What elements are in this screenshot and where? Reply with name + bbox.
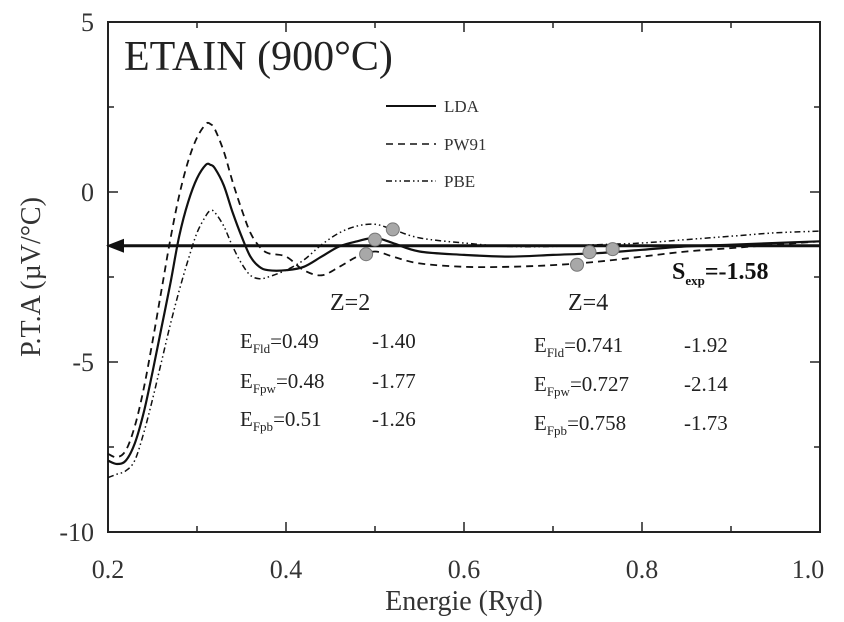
y-axis-title: P.T.A (µV/°C) xyxy=(16,197,47,357)
energy-value: =0.49 xyxy=(270,329,319,353)
x-axis-title: Energie (Ryd) xyxy=(385,586,543,617)
x-tick-label: 0.8 xyxy=(626,555,659,584)
energy-sub: Fpw xyxy=(253,381,277,396)
legend: LDA PW91 PBE xyxy=(386,97,487,191)
energy-value: =0.758 xyxy=(567,411,626,435)
energy-label: EFld=0.49 xyxy=(240,329,319,356)
data-marker xyxy=(368,232,382,247)
energy-sub: Fpb xyxy=(547,423,567,438)
x-tick-label: 1.0 xyxy=(792,555,825,584)
seebeck-value: -1.77 xyxy=(372,369,416,393)
energy-sub: Fpb xyxy=(253,419,273,434)
energy-value: =0.51 xyxy=(273,407,322,431)
energy-symbol: E xyxy=(240,407,253,431)
axis-ticks xyxy=(107,21,821,533)
sexp-value: =-1.58 xyxy=(705,259,769,285)
energy-symbol: E xyxy=(534,411,547,435)
seebeck-value: -2.14 xyxy=(684,372,728,396)
y-tick-label: 5 xyxy=(81,8,94,37)
energy-label: EFpb=0.758 xyxy=(534,411,626,438)
energy-label: EFld=0.741 xyxy=(534,333,623,360)
energy-value: =0.741 xyxy=(564,333,623,357)
seebeck-value: -1.73 xyxy=(684,411,728,435)
x-tick-label: 0.2 xyxy=(92,555,125,584)
x-tick-labels: 0.2 0.4 0.6 0.8 1.0 xyxy=(92,555,825,584)
annotation-group-z4: Z=4 EFld=0.741 -1.92 EFpw=0.727 -2.14 EF… xyxy=(534,290,728,438)
legend-label-pbe: PBE xyxy=(444,172,475,191)
series-line-lda xyxy=(107,162,821,466)
data-marker xyxy=(570,257,585,272)
marker-layer xyxy=(359,222,620,272)
reference-line-layer xyxy=(106,238,820,253)
energy-label: EFpb=0.51 xyxy=(240,407,322,434)
data-marker xyxy=(359,247,374,262)
group-heading: Z=4 xyxy=(568,290,608,316)
energy-symbol: E xyxy=(534,372,547,396)
energy-label: EFpw=0.727 xyxy=(534,372,629,399)
seebeck-value: -1.92 xyxy=(684,333,728,357)
data-marker xyxy=(582,245,597,260)
energy-symbol: E xyxy=(240,369,253,393)
energy-symbol: E xyxy=(534,333,547,357)
sexp-sub: exp xyxy=(685,273,705,288)
data-marker xyxy=(385,222,400,237)
annotation-group-z2: Z=2 EFld=0.49 -1.40 EFpw=0.48 -1.77 EFpb… xyxy=(240,290,416,434)
x-tick-label: 0.6 xyxy=(448,555,481,584)
x-tick-label: 0.4 xyxy=(270,555,303,584)
energy-value: =0.727 xyxy=(570,372,629,396)
y-tick-label: 0 xyxy=(81,178,94,207)
y-tick-label: -5 xyxy=(72,348,94,377)
y-tick-label: -10 xyxy=(59,518,94,547)
legend-label-lda: LDA xyxy=(444,97,480,116)
sexp-main: S xyxy=(672,259,685,285)
energy-sub: Fld xyxy=(547,345,565,360)
group-heading: Z=2 xyxy=(330,290,370,316)
energy-sub: Fpw xyxy=(547,384,571,399)
energy-label: EFpw=0.48 xyxy=(240,369,325,396)
y-tick-labels: 5 0 -5 -10 xyxy=(59,8,94,547)
legend-label-pw91: PW91 xyxy=(444,135,487,154)
sexp-arrowhead xyxy=(106,238,124,253)
energy-value: =0.48 xyxy=(276,369,325,393)
energy-sub: Fld xyxy=(253,341,271,356)
sexp-annotation: Sexp=-1.58 xyxy=(672,259,769,288)
seebeck-value: -1.40 xyxy=(372,329,416,353)
chart-title: ETAIN (900°C) xyxy=(124,34,393,80)
data-marker xyxy=(605,242,620,257)
seebeck-value: -1.26 xyxy=(372,407,416,431)
energy-symbol: E xyxy=(240,329,253,353)
